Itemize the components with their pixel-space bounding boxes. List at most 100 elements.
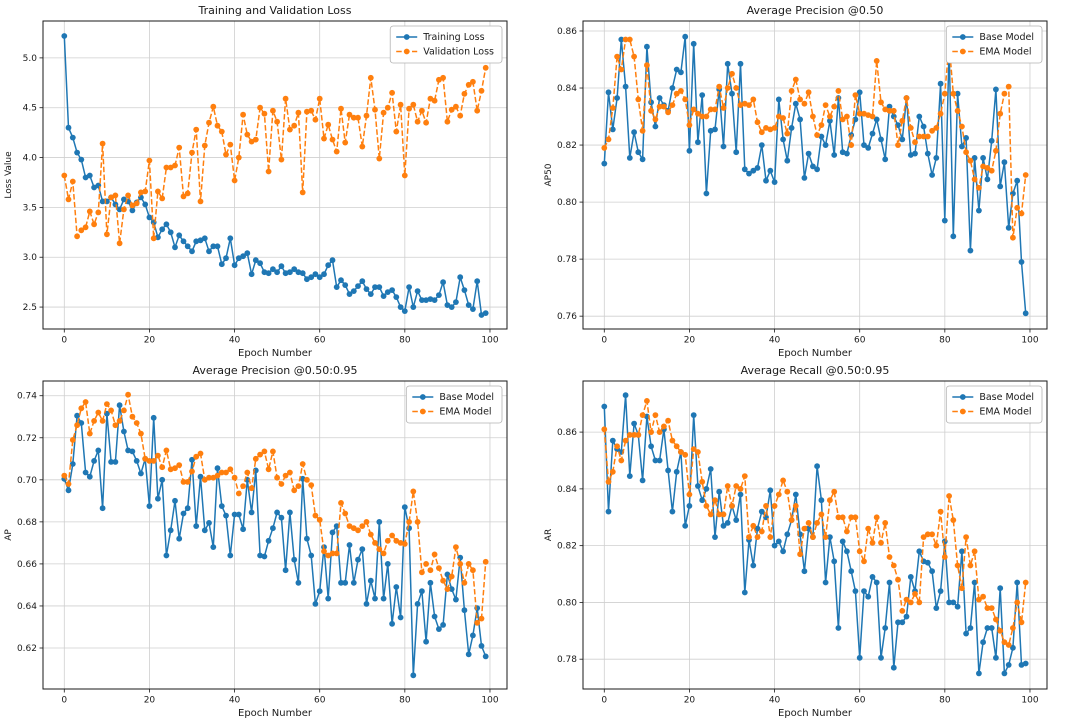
data-point-marker: [1005, 83, 1012, 90]
data-point-marker: [848, 568, 855, 575]
data-point-marker: [474, 278, 481, 285]
legend: Base Model EMA Model: [945, 25, 1043, 64]
data-point-marker: [954, 562, 961, 569]
data-point-marker: [189, 149, 195, 156]
series-line: [63, 405, 487, 676]
data-point-marker: [167, 164, 174, 171]
data-point-marker: [184, 190, 191, 197]
data-point-marker: [138, 470, 144, 477]
legend: Base Model EMA Model: [945, 385, 1043, 424]
data-point-marker: [355, 114, 361, 121]
data-point-marker: [941, 217, 948, 224]
data-point-marker: [976, 184, 982, 191]
data-point-marker: [950, 599, 957, 606]
data-point-marker: [703, 503, 710, 509]
data-point-marker: [291, 266, 298, 273]
data-point-marker: [180, 238, 187, 245]
data-point-marker: [724, 60, 731, 67]
data-point-marker: [746, 170, 752, 177]
data-point-marker: [74, 422, 80, 429]
data-point-marker: [431, 613, 438, 620]
data-point-marker: [1001, 90, 1008, 97]
data-point-marker: [78, 156, 85, 163]
data-point-marker: [329, 550, 336, 557]
data-point-marker: [767, 167, 774, 174]
data-point-marker: [967, 157, 974, 164]
data-point-marker: [189, 468, 195, 475]
data-point-marker: [270, 107, 276, 114]
series-base-model: [61, 402, 489, 679]
y-tick-label: 0.84: [557, 485, 577, 495]
data-point-marker: [291, 487, 298, 494]
data-point-marker: [750, 522, 757, 529]
data-point-marker: [678, 88, 684, 94]
data-point-marker: [810, 163, 816, 170]
series-base-model: [601, 392, 1029, 677]
data-point-marker: [669, 102, 676, 108]
data-point-marker: [771, 125, 778, 131]
data-point-marker: [1005, 642, 1012, 648]
data-point-marker: [775, 538, 782, 545]
data-point-marker: [950, 233, 957, 240]
data-point-marker: [414, 288, 421, 294]
data-point-marker: [406, 525, 412, 532]
data-point-marker: [91, 418, 97, 424]
data-point-marker: [929, 531, 935, 538]
data-point-marker: [338, 500, 344, 506]
ap-plot: 0 20 40 60 80 100 0.62 0.64 0.66 0.68 0.70 0.72 0.74…: [4, 380, 508, 719]
data-point-marker: [99, 140, 106, 147]
data-point-marker: [933, 542, 940, 549]
data-point-marker: [78, 405, 85, 412]
data-point-marker: [406, 519, 412, 525]
data-point-marker: [703, 486, 710, 492]
axes-ticks: 0 20 40 60 80 100 0.62 0.64 0.66 0.68 0.70 0.72 0.74: [17, 392, 499, 706]
y-tick-label: 0.80: [557, 598, 577, 608]
data-point-marker: [244, 469, 251, 476]
data-point-marker: [741, 166, 748, 173]
data-point-marker: [780, 548, 786, 555]
data-point-marker: [963, 630, 969, 637]
data-point-marker: [605, 508, 612, 515]
data-point-marker: [792, 491, 799, 498]
data-point-marker: [844, 528, 850, 535]
data-point-marker: [214, 122, 221, 129]
data-point-marker: [767, 487, 774, 494]
data-point-marker: [444, 571, 451, 578]
data-point-marker: [895, 142, 901, 149]
data-point-marker: [95, 409, 102, 416]
data-point-marker: [763, 177, 769, 184]
data-point-marker: [1014, 204, 1021, 211]
data-point-marker: [784, 130, 791, 137]
data-point-marker: [686, 491, 693, 498]
data-point-marker: [967, 247, 974, 254]
data-point-marker: [393, 537, 400, 544]
data-point-marker: [712, 534, 718, 540]
data-point-marker: [363, 519, 370, 525]
data-point-marker: [1018, 210, 1025, 217]
data-point-marker: [814, 132, 820, 139]
data-point-marker: [465, 651, 472, 658]
data-point-marker: [184, 243, 191, 250]
data-point-marker: [1010, 625, 1016, 631]
data-point-marker: [299, 270, 306, 277]
data-point-marker: [758, 528, 765, 535]
data-point-marker: [278, 514, 285, 521]
data-point-marker: [180, 479, 187, 485]
data-point-marker: [325, 595, 332, 602]
data-point-marker: [712, 126, 718, 133]
data-point-marker: [257, 260, 263, 267]
data-point-marker: [933, 155, 940, 161]
data-point-marker: [750, 562, 757, 569]
legend-entry: Training Loss: [396, 32, 485, 43]
data-point-marker: [924, 531, 931, 538]
data-point-marker: [686, 147, 693, 154]
data-point-marker: [678, 449, 684, 455]
data-point-marker: [954, 603, 961, 610]
data-point-marker: [750, 96, 757, 103]
data-point-marker: [453, 103, 459, 110]
data-point-marker: [746, 102, 752, 108]
data-point-marker: [963, 135, 969, 141]
data-point-marker: [899, 136, 906, 143]
chart-title: Average Precision @0.50:0.95: [192, 364, 358, 377]
data-point-marker: [669, 437, 676, 444]
